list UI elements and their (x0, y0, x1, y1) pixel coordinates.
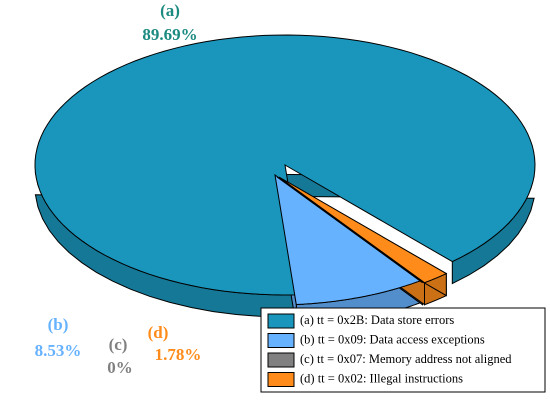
legend-label: (b) tt = 0x09: Data access exceptions (300, 332, 485, 346)
legend-box (260, 307, 546, 393)
legend-swatch (267, 352, 295, 368)
slice (34, 34, 536, 296)
value-label: 89.69% (142, 25, 197, 44)
slice-label: (c) (109, 335, 128, 354)
slice (276, 176, 423, 284)
slice-label: (d) (148, 323, 169, 342)
slice-label: (a) (160, 1, 180, 20)
legend-swatch (267, 313, 295, 329)
legend-label: (c) tt = 0x07: Memory address not aligne… (300, 352, 512, 366)
legend-label: (a) tt = 0x2B: Data store errors (300, 313, 454, 327)
value-label: 0% (107, 358, 133, 377)
value-label: 8.53% (35, 341, 82, 360)
value-label: 1.78% (155, 345, 202, 364)
slice-label: (b) (48, 315, 69, 334)
slice (278, 176, 448, 284)
legend-swatch (267, 333, 295, 348)
slice (274, 173, 422, 305)
legend: (a) tt = 0x2B: Data store errors (b) tt =… (260, 307, 546, 393)
legend-swatch (267, 372, 295, 387)
legend-label: (d) tt = 0x02: Illegal instructions (300, 371, 463, 385)
